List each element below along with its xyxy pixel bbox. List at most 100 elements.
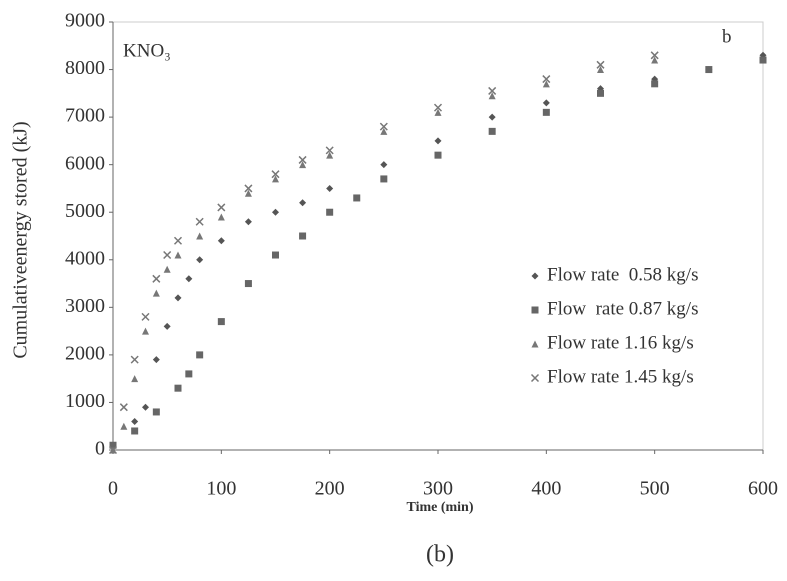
point <box>542 108 550 116</box>
y-tick-label: 8000 <box>65 57 105 79</box>
point <box>272 208 279 216</box>
point <box>434 151 442 159</box>
y-tick-label: 2000 <box>65 342 105 364</box>
point <box>196 256 204 264</box>
legend-marker <box>531 306 539 314</box>
point <box>299 232 307 240</box>
x-tick-label: 600 <box>748 478 778 500</box>
point <box>141 312 150 321</box>
x-tick-label: 0 <box>108 478 118 500</box>
point <box>272 251 279 259</box>
point <box>109 441 117 449</box>
y-tick-label: 4000 <box>65 247 105 269</box>
x-tick-label: 300 <box>423 478 453 500</box>
point <box>299 161 307 169</box>
y-axis-label: Cumulativeenergy stored (kJ) <box>10 121 32 358</box>
annotation: KNO₃ <box>123 40 171 61</box>
legend-label: Flow rate 1.45 kg/s <box>547 366 694 387</box>
point <box>244 189 252 197</box>
legend-marker <box>530 373 540 383</box>
y-tick-label: 7000 <box>65 105 105 127</box>
x-tick-label: 200 <box>315 478 345 500</box>
point <box>326 151 334 159</box>
point <box>488 113 496 121</box>
point <box>152 289 160 297</box>
point <box>196 232 204 240</box>
point <box>131 375 139 383</box>
point <box>597 89 604 97</box>
point <box>271 170 280 179</box>
point <box>353 194 361 202</box>
point <box>108 445 118 455</box>
point <box>163 322 171 330</box>
point <box>217 213 225 221</box>
point <box>163 265 171 273</box>
panel-label: b <box>722 26 732 47</box>
x-axis-label: Time (min) <box>406 500 473 515</box>
y-tick-label: 0 <box>95 438 105 460</box>
point <box>152 408 160 416</box>
point <box>326 208 334 216</box>
point <box>298 155 307 164</box>
point <box>174 294 182 302</box>
point <box>131 417 139 425</box>
y-tick-label: 9000 <box>65 10 105 32</box>
point <box>244 218 252 226</box>
point <box>325 146 334 155</box>
point <box>542 99 550 107</box>
point <box>217 237 225 245</box>
point <box>759 56 767 64</box>
point <box>174 384 182 392</box>
point <box>152 356 160 364</box>
point <box>272 175 279 183</box>
point <box>196 351 204 359</box>
legend-label: Flow rate 0.58 kg/s <box>547 264 698 285</box>
point <box>380 175 388 183</box>
point <box>217 203 226 212</box>
legend-marker <box>531 272 539 280</box>
point <box>120 422 128 430</box>
point <box>488 127 496 135</box>
point <box>433 103 443 112</box>
point <box>380 161 388 169</box>
point <box>650 51 659 60</box>
point <box>217 318 225 326</box>
point <box>299 199 307 207</box>
point <box>542 80 550 88</box>
point <box>119 403 128 412</box>
point <box>380 127 388 135</box>
point <box>244 280 252 288</box>
point <box>142 403 149 411</box>
point <box>705 66 713 74</box>
y-tick-label: 1000 <box>65 390 105 412</box>
point <box>651 80 659 88</box>
point <box>488 86 497 95</box>
point <box>597 66 604 74</box>
x-tick-label: 100 <box>206 478 236 500</box>
point <box>596 60 605 69</box>
caption: (b) <box>426 542 454 568</box>
x-tick-label: 400 <box>531 478 561 500</box>
point <box>195 217 204 226</box>
point <box>174 251 182 259</box>
legend-label: Flow rate 1.16 kg/s <box>547 332 694 353</box>
legend-marker <box>531 340 539 348</box>
x-tick-label: 500 <box>640 478 670 500</box>
point <box>130 355 139 364</box>
point <box>163 250 172 260</box>
point <box>185 275 193 283</box>
point <box>326 184 334 192</box>
point <box>152 274 161 283</box>
point <box>142 327 149 335</box>
legend-label: Flow rate 0.87 kg/s <box>547 298 698 319</box>
point <box>542 75 551 84</box>
y-tick-label: 6000 <box>65 152 105 174</box>
point <box>651 56 659 64</box>
y-tick-label: 3000 <box>65 295 105 317</box>
point <box>131 427 139 435</box>
point <box>488 92 496 100</box>
point <box>379 122 388 131</box>
y-tick-label: 5000 <box>65 200 105 222</box>
point <box>173 236 183 245</box>
